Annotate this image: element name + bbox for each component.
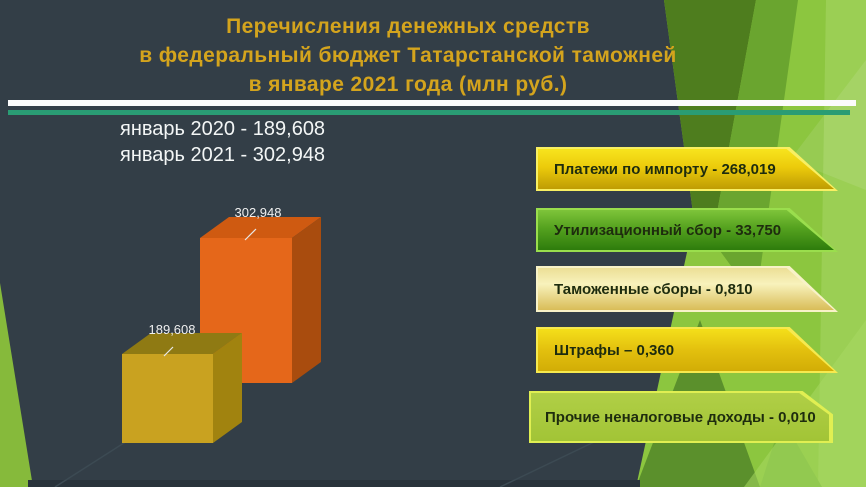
banner-customs-fees-label: Таможенные сборы - 0,810 [554,280,753,298]
banner-import-payments: Платежи по импорту - 268,019 [536,147,838,191]
banner-fill [538,329,834,371]
banner-utilization-fee-label: Утилизационный сбор - 33,750 [554,221,782,239]
banner-other-nontax-income: Прочие неналоговые доходы - 0,010 [529,391,833,443]
banner-fines: Штрафы – 0,360 [536,327,838,373]
banner-fines-label: Штрафы – 0,360 [554,341,675,359]
bottom-shadow-strip [28,480,640,487]
bar-2021 [200,217,321,383]
banner-utilization-fee: Утилизационный сбор - 33,750 [536,208,838,252]
banner-fill [538,210,834,250]
summary-2021: январь 2021 - 302,948 [120,144,326,166]
title-line-2: в федеральный бюджет Татарстанской тамож… [139,44,677,67]
summary-block: январь 2020 - 189,608 январь 2021 - 302,… [120,116,325,168]
leader-line-2020 [163,346,174,357]
leader-line-2021 [244,228,257,241]
title-divider-teal [8,110,850,115]
bar-2020-value: 189,608 [148,322,196,337]
banner-fill [538,268,834,310]
summary-2020: январь 2020 - 189,608 [120,118,326,140]
bar-2020 [122,333,242,443]
green-left-wedge [0,283,33,487]
banner-fill [538,149,834,189]
title-line-1: Перечисления денежных средств [226,15,590,38]
bar-2021-value: 302,948 [234,205,282,220]
banner-import-payments-label: Платежи по импорту - 268,019 [554,160,776,178]
page-title: Перечисления денежных средств в федераль… [128,12,688,99]
title-line-3: в январе 2021 года (млн руб.) [248,73,568,96]
banner-other-nontax-income-label: Прочие неналоговые доходы - 0,010 [545,408,816,426]
banner-customs-fees: Таможенные сборы - 0,810 [536,266,838,312]
title-divider-white [8,100,856,106]
banner-fill [531,393,829,441]
